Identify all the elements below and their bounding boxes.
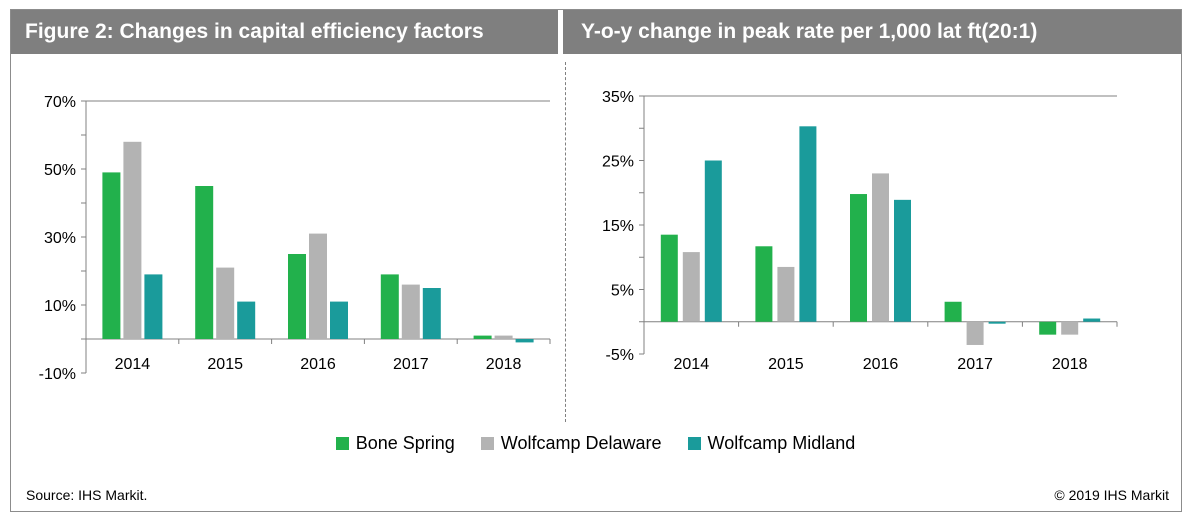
left-bar-bone-spring-2016 bbox=[288, 254, 306, 339]
right-x-tick-label: 2016 bbox=[863, 356, 899, 373]
left-bar-wolfcamp-delaware-2015 bbox=[216, 267, 235, 339]
left-bar-bone-spring-2014 bbox=[102, 172, 121, 339]
left-bar-wolfcamp-delaware-2018 bbox=[494, 335, 513, 339]
left-x-tick-label: 2016 bbox=[300, 356, 336, 373]
legend-item-bone-spring: Bone Spring bbox=[335, 432, 455, 454]
left-bar-wolfcamp-midland-2014 bbox=[144, 274, 163, 339]
left-bar-wolfcamp-midland-2017 bbox=[422, 288, 441, 339]
left-y-tick-label: -10% bbox=[39, 366, 76, 383]
left-x-tick-label: 2015 bbox=[207, 356, 243, 373]
right-bar-bone-spring-2016 bbox=[850, 194, 867, 322]
left-x-tick-label: 2014 bbox=[115, 356, 151, 373]
right-bar-wolfcamp-midland-2018 bbox=[1083, 318, 1101, 322]
right-bar-wolfcamp-midland-2016 bbox=[894, 199, 911, 322]
legend: Bone Spring Wolfcamp Delaware Wolfcamp M… bbox=[0, 430, 1191, 456]
right-bar-bone-spring-2014 bbox=[660, 234, 678, 322]
right-x-tick-label: 2018 bbox=[1052, 356, 1088, 373]
legend-label-wolfcamp-delaware: Wolfcamp Delaware bbox=[500, 432, 662, 453]
left-bar-bone-spring-2017 bbox=[380, 274, 399, 339]
left-y-tick-label: 10% bbox=[44, 298, 76, 315]
copyright-note: © 2019 IHS Markit bbox=[1054, 487, 1169, 503]
right-x-tick-label: 2017 bbox=[957, 356, 993, 373]
right-x-tick-label: 2015 bbox=[768, 356, 804, 373]
right-x-tick-label: 2014 bbox=[674, 356, 710, 373]
left-x-tick-label: 2018 bbox=[486, 356, 522, 373]
right-y-tick-label: 25% bbox=[602, 154, 634, 171]
left-x-tick-label: 2017 bbox=[393, 356, 429, 373]
left-y-tick-label: 30% bbox=[44, 230, 76, 247]
figure-title: Figure 2: Changes in capital efficiency … bbox=[11, 10, 558, 54]
right-y-tick-label: 5% bbox=[611, 283, 634, 300]
legend-swatch-bone-spring bbox=[335, 436, 349, 450]
legend-item-wolfcamp-midland: Wolfcamp Midland bbox=[687, 432, 856, 454]
right-bar-wolfcamp-midland-2014 bbox=[704, 160, 722, 322]
right-bar-wolfcamp-midland-2015 bbox=[799, 126, 817, 322]
left-bar-wolfcamp-delaware-2014 bbox=[123, 141, 142, 339]
right-y-tick-label: 15% bbox=[602, 218, 634, 235]
right-y-tick-label: -5% bbox=[606, 347, 634, 364]
right-bar-wolfcamp-delaware-2016 bbox=[872, 173, 889, 322]
right-bar-wolfcamp-delaware-2018 bbox=[1061, 321, 1079, 335]
legend-swatch-wolfcamp-delaware bbox=[480, 436, 494, 450]
left-y-tick-label: 50% bbox=[44, 162, 76, 179]
right-bar-bone-spring-2015 bbox=[755, 246, 773, 322]
panel-title: Y-o-y change in peak rate per 1,000 lat … bbox=[563, 10, 1181, 54]
left-bar-bone-spring-2018 bbox=[473, 335, 492, 339]
left-bar-wolfcamp-midland-2015 bbox=[237, 301, 256, 339]
left-bar-wolfcamp-midland-2016 bbox=[330, 301, 348, 339]
right-y-tick-label: 35% bbox=[602, 89, 634, 106]
legend-item-wolfcamp-delaware: Wolfcamp Delaware bbox=[480, 432, 662, 454]
legend-label-wolfcamp-midland: Wolfcamp Midland bbox=[707, 432, 856, 453]
source-note: Source: IHS Markit. bbox=[26, 487, 148, 503]
right-bar-wolfcamp-midland-2017 bbox=[988, 321, 1006, 324]
left-bar-bone-spring-2015 bbox=[195, 186, 214, 339]
right-bar-wolfcamp-delaware-2014 bbox=[682, 252, 700, 322]
right-bar-bone-spring-2017 bbox=[944, 301, 962, 322]
right-bar-wolfcamp-delaware-2015 bbox=[777, 266, 795, 322]
right-bar-bone-spring-2018 bbox=[1039, 321, 1057, 335]
left-y-tick-label: 70% bbox=[44, 94, 76, 111]
left-bar-wolfcamp-delaware-2017 bbox=[401, 284, 420, 339]
legend-swatch-wolfcamp-midland bbox=[687, 436, 701, 450]
panel-divider bbox=[565, 62, 566, 422]
left-bar-wolfcamp-midland-2018 bbox=[515, 339, 534, 343]
legend-label-bone-spring: Bone Spring bbox=[355, 432, 455, 453]
left-bar-wolfcamp-delaware-2016 bbox=[309, 233, 327, 339]
right-bar-wolfcamp-delaware-2017 bbox=[966, 321, 984, 345]
